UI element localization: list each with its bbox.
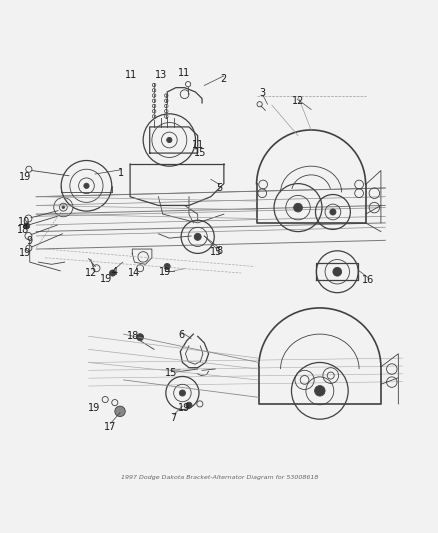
Circle shape	[62, 206, 64, 208]
Text: 12: 12	[291, 96, 304, 106]
Circle shape	[332, 268, 341, 276]
Text: 2: 2	[220, 74, 226, 84]
Circle shape	[84, 183, 89, 189]
Text: 15: 15	[193, 148, 205, 158]
Text: 14: 14	[128, 269, 140, 278]
Text: 8: 8	[216, 246, 222, 256]
Text: 15: 15	[209, 247, 222, 257]
Circle shape	[110, 270, 116, 276]
Circle shape	[136, 334, 143, 341]
Circle shape	[115, 406, 125, 417]
Circle shape	[329, 209, 335, 215]
Circle shape	[314, 385, 324, 396]
Text: 5: 5	[216, 183, 222, 193]
Circle shape	[194, 233, 201, 240]
Text: 10: 10	[18, 217, 30, 228]
Text: 19: 19	[177, 403, 189, 413]
Text: 11: 11	[125, 70, 137, 79]
Text: 3: 3	[258, 88, 265, 98]
Text: 12: 12	[85, 269, 97, 278]
Text: 15: 15	[164, 368, 177, 378]
Circle shape	[24, 223, 30, 229]
Text: 13: 13	[154, 70, 166, 79]
Text: 19: 19	[88, 403, 100, 413]
Text: 19: 19	[19, 248, 32, 259]
Circle shape	[293, 203, 302, 212]
Text: 11: 11	[177, 68, 189, 78]
Text: 11: 11	[192, 140, 204, 150]
Circle shape	[185, 402, 191, 408]
Text: 9: 9	[27, 236, 33, 246]
Circle shape	[179, 390, 185, 396]
Circle shape	[166, 138, 172, 143]
Text: 1997 Dodge Dakota Bracket-Alternator Diagram for 53008618: 1997 Dodge Dakota Bracket-Alternator Dia…	[120, 475, 318, 480]
Text: 17: 17	[104, 422, 117, 432]
Text: 19: 19	[159, 266, 171, 277]
Text: 7: 7	[170, 413, 177, 423]
Text: 4: 4	[112, 266, 117, 277]
Text: 18: 18	[127, 332, 139, 341]
Text: 19: 19	[19, 172, 32, 182]
Text: 1: 1	[118, 168, 124, 177]
Text: 16: 16	[361, 276, 373, 286]
Text: 18: 18	[17, 225, 29, 235]
Text: 6: 6	[178, 330, 184, 341]
Text: 19: 19	[100, 274, 112, 284]
Circle shape	[164, 263, 170, 270]
